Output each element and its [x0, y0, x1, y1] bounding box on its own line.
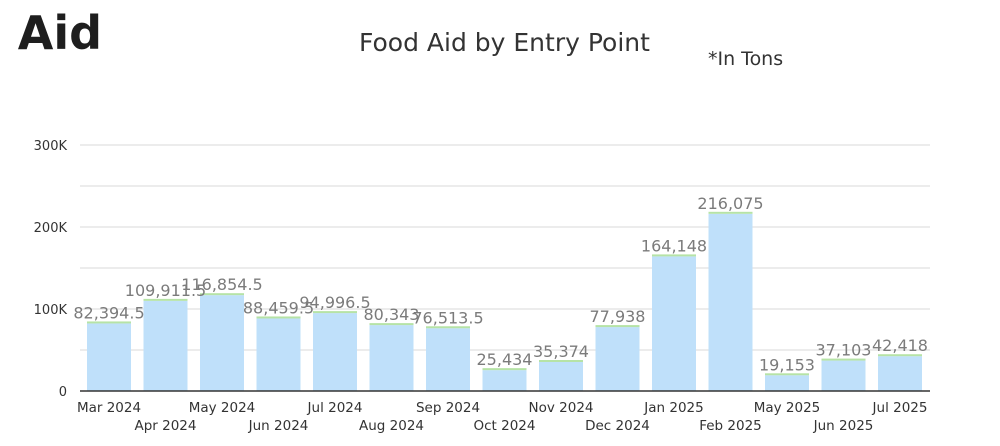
y-tick-label: 300K: [34, 139, 68, 154]
x-tick-label: Jun 2025: [813, 418, 874, 434]
x-tick-label: Oct 2024: [474, 418, 536, 434]
bar-top-accent: [313, 311, 357, 314]
data-label: 88,459.5: [243, 298, 314, 317]
bar: [708, 213, 753, 391]
data-label: 42,418: [872, 336, 928, 355]
bar: [765, 375, 809, 391]
x-tick-label: May 2024: [189, 400, 256, 416]
bar: [482, 370, 527, 391]
chart-title: Food Aid by Entry Point: [359, 28, 650, 57]
bar-top-accent: [708, 211, 753, 214]
page-heading: l Aid: [0, 6, 103, 60]
data-label: 25,434: [477, 350, 533, 369]
x-tick-label: Jan 2025: [643, 400, 703, 416]
x-tick-label: Feb 2025: [699, 418, 762, 434]
x-tick-label: Jul 2024: [307, 400, 363, 416]
bar-top-accent: [426, 326, 470, 329]
bar-top-accent: [765, 373, 809, 376]
y-axis-ticks: 0 100K 200K 300K: [34, 139, 68, 400]
bar: [878, 356, 922, 391]
data-label: 77,938: [590, 307, 646, 326]
data-label: 80,343: [364, 305, 420, 324]
data-label: 164,148: [641, 236, 707, 255]
bar-top-accent: [652, 254, 696, 257]
x-tick-label: Mar 2024: [77, 400, 141, 416]
data-label: 37,103: [816, 341, 872, 360]
bar-top-accent: [595, 325, 640, 328]
data-label: 94,996.5: [299, 293, 370, 312]
data-label: 82,394.5: [73, 303, 144, 322]
x-tick-label: Sep 2024: [416, 400, 480, 416]
bar: [143, 300, 188, 391]
bar-top-accent: [200, 293, 244, 296]
bars: [87, 211, 922, 391]
bar: [821, 360, 866, 391]
bar-top-accent: [256, 316, 301, 319]
data-label: 35,374: [533, 342, 589, 361]
data-label: 116,854.5: [181, 275, 262, 294]
bar: [652, 256, 696, 391]
bar: [369, 325, 414, 391]
bar-top-accent: [143, 298, 188, 301]
y-tick-label: 200K: [34, 221, 68, 236]
x-tick-label: Jul 2025: [872, 400, 928, 416]
chart-unit-note: *In Tons: [708, 48, 784, 70]
bar-top-accent: [87, 321, 131, 324]
bar-top-accent: [539, 359, 583, 362]
bar: [87, 323, 131, 391]
y-tick-label: 0: [59, 385, 67, 400]
bar-top-accent: [369, 323, 414, 326]
data-label: 76,513.5: [412, 308, 483, 327]
bar: [426, 328, 470, 391]
x-tick-label: Jun 2024: [248, 418, 309, 434]
x-tick-label: Nov 2024: [529, 400, 594, 416]
x-tick-label: May 2025: [754, 400, 821, 416]
bar: [313, 313, 357, 391]
bar: [200, 295, 244, 391]
x-tick-label: Aug 2024: [359, 418, 424, 434]
x-tick-label: Apr 2024: [134, 418, 196, 434]
bar-top-accent: [878, 354, 922, 357]
y-tick-label: 100K: [34, 303, 68, 318]
x-tick-label: Dec 2024: [585, 418, 650, 434]
data-label: 216,075: [697, 194, 763, 213]
bar: [256, 318, 301, 391]
data-label: 109,911.5: [125, 281, 206, 300]
bar-top-accent: [482, 368, 527, 371]
bar: [595, 327, 640, 391]
bar-top-accent: [821, 358, 866, 361]
data-label: 19,153: [759, 355, 815, 374]
bar: [539, 361, 583, 391]
x-axis-ticks: Mar 2024 Apr 2024 May 2024 Jun 2024 Jul 2024…: [77, 400, 928, 434]
